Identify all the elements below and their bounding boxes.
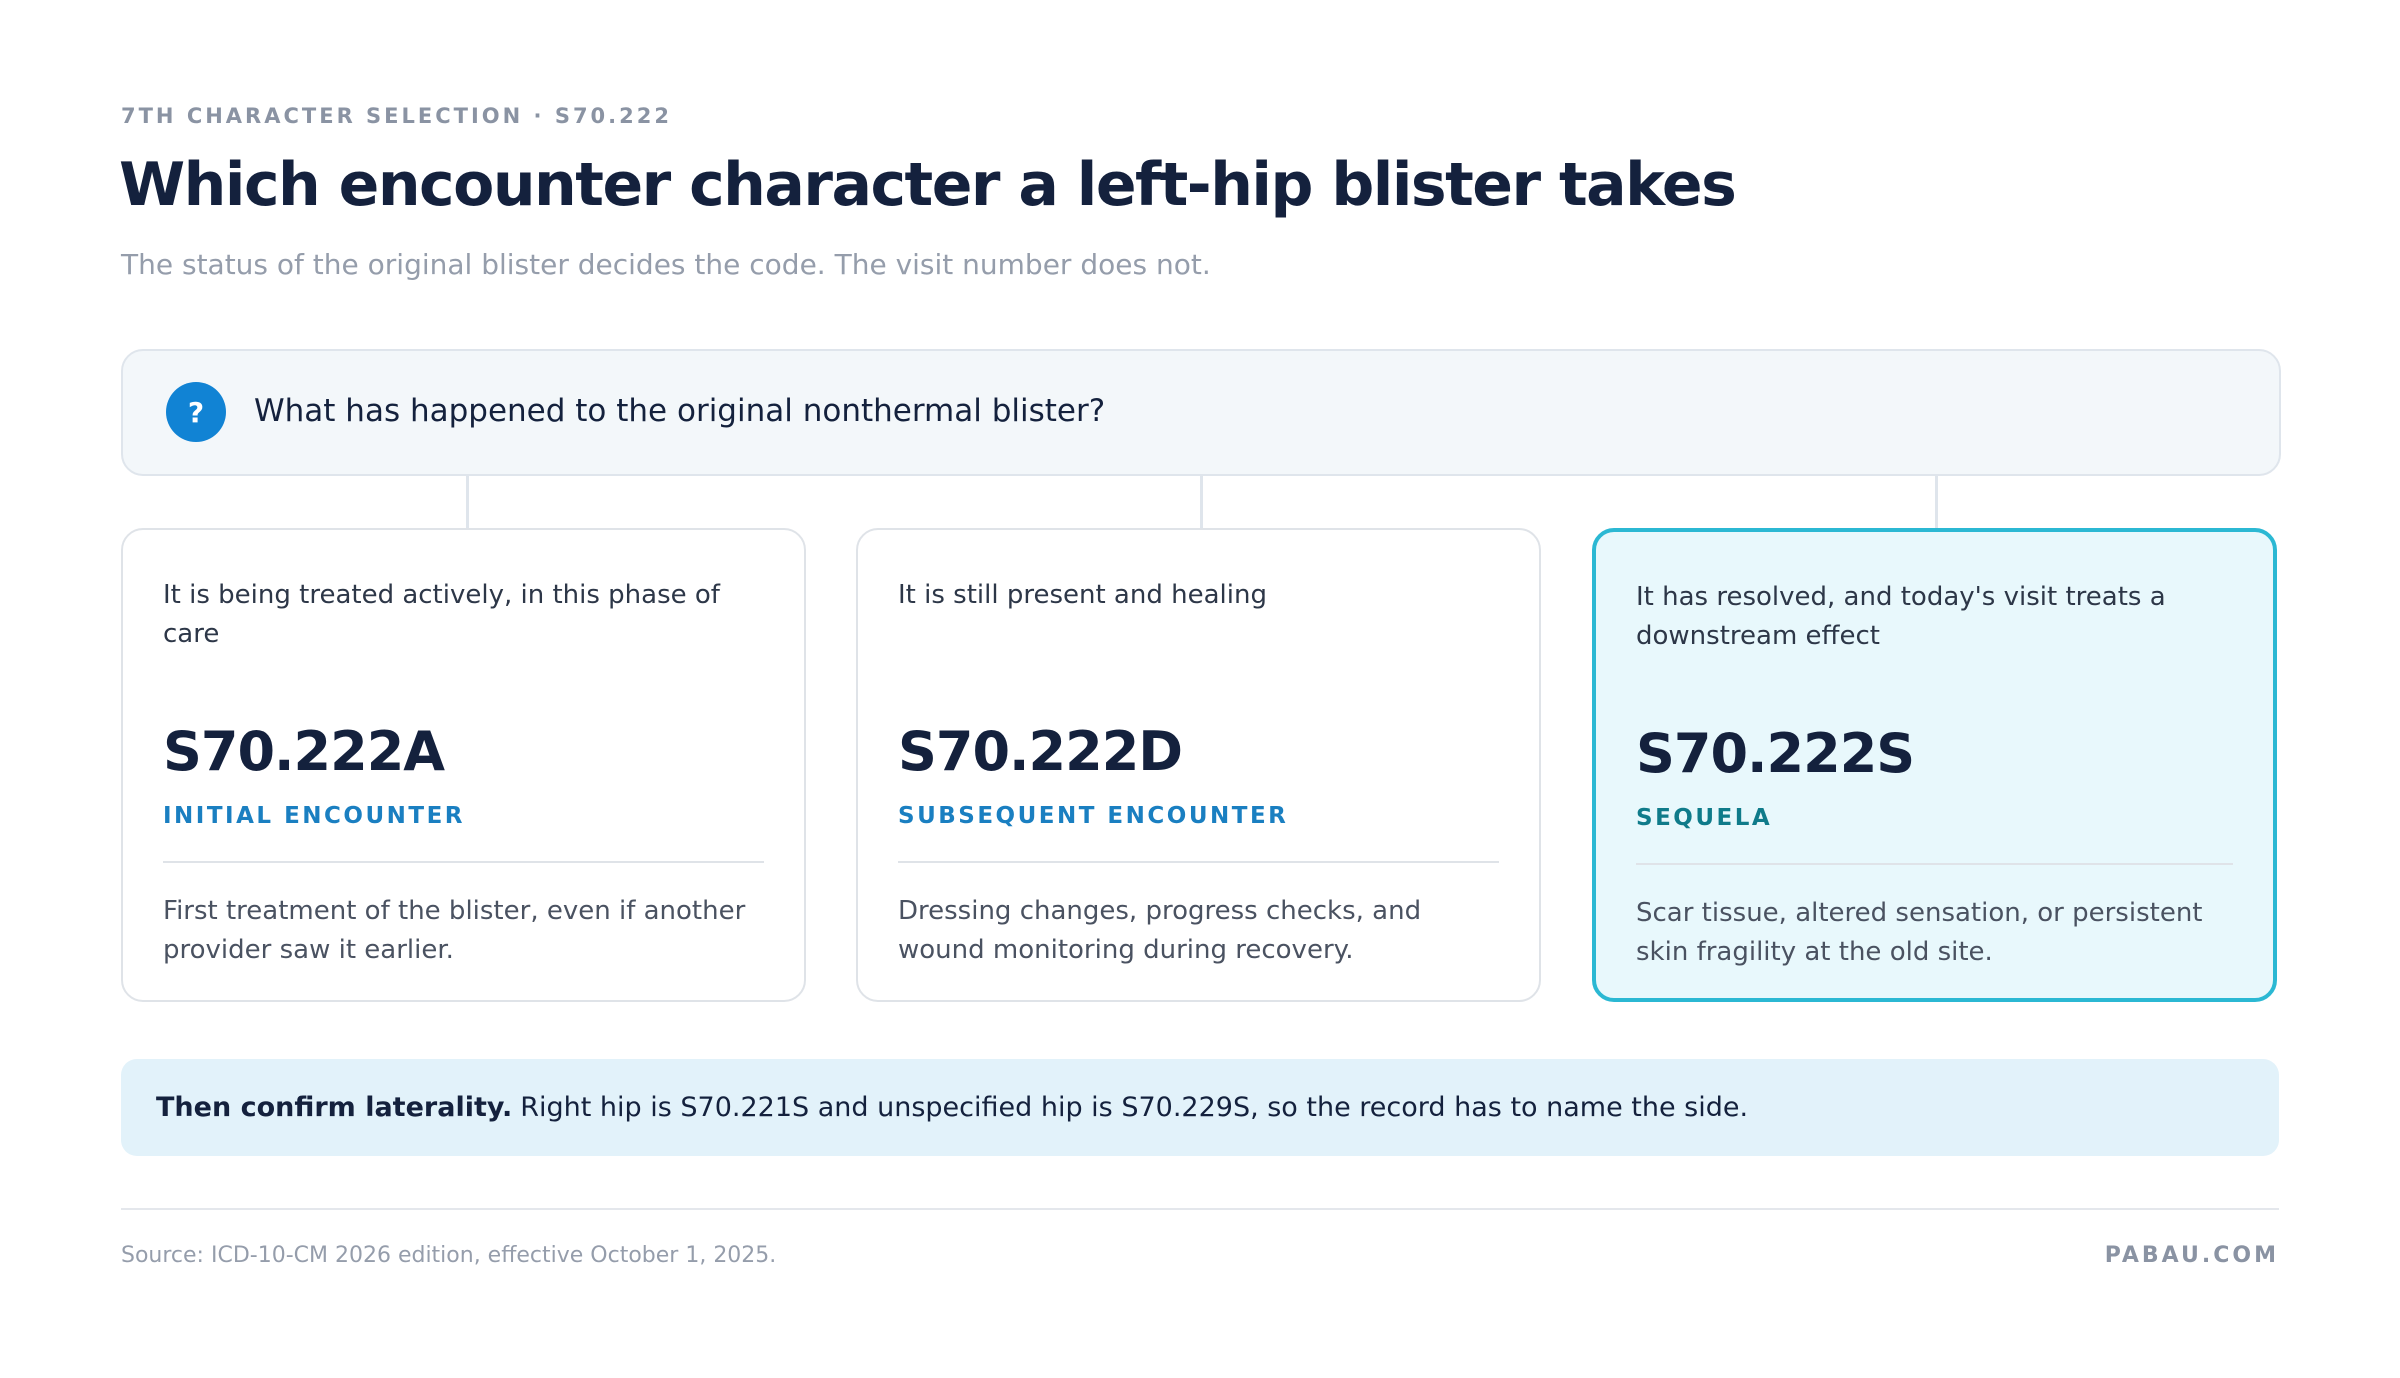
source: Source: ICD-10-CM 2026 edition, effectiv…	[121, 1243, 777, 1268]
question-box	[121, 349, 2281, 476]
card-condition: It has resolved, and today's visit treat…	[1636, 582, 2166, 651]
question-icon: ?	[166, 382, 226, 442]
card-condition: It is still present and healing	[898, 580, 1267, 610]
card-divider	[163, 861, 764, 863]
eyebrow: 7TH CHARACTER SELECTION · S70.222	[121, 104, 672, 128]
card-divider	[1636, 863, 2233, 865]
card-label: SUBSEQUENT ENCOUNTER	[898, 803, 1289, 829]
card-divider	[898, 861, 1499, 863]
card-description: Dressing changes, progress checks, and w…	[898, 896, 1422, 965]
subtitle: The status of the original blister decid…	[121, 248, 1211, 281]
card-code: S70.222A	[163, 720, 445, 783]
note-bold: Then confirm laterality.	[156, 1092, 513, 1123]
card-label: SEQUELA	[1636, 805, 1773, 831]
card-code: S70.222S	[1636, 722, 1915, 785]
title: Which encounter character a left-hip bli…	[119, 150, 1737, 220]
divider	[121, 1208, 2279, 1210]
connector	[1935, 475, 1938, 528]
card-code: S70.222D	[898, 720, 1183, 783]
connector	[466, 475, 469, 528]
question-text: What has happened to the original nonthe…	[254, 393, 1106, 429]
card-label: INITIAL ENCOUNTER	[163, 803, 466, 829]
card-description: First treatment of the blister, even if …	[163, 896, 746, 965]
connector	[1200, 475, 1203, 528]
card-condition: It is being treated actively, in this ph…	[163, 580, 720, 649]
code-card: It is being treated actively, in this ph…	[121, 528, 806, 1002]
code-card: It has resolved, and today's visit treat…	[1592, 528, 2277, 1002]
code-card: It is still present and healing S70.222D S…	[856, 528, 1541, 1002]
note-text: Right hip is S70.221S and unspecified hi…	[520, 1092, 1749, 1123]
card-description: Scar tissue, altered sensation, or persi…	[1636, 898, 2203, 967]
brand: PABAU.COM	[2104, 1243, 2279, 1268]
note: Then confirm laterality. Right hip is S70…	[121, 1059, 2279, 1156]
